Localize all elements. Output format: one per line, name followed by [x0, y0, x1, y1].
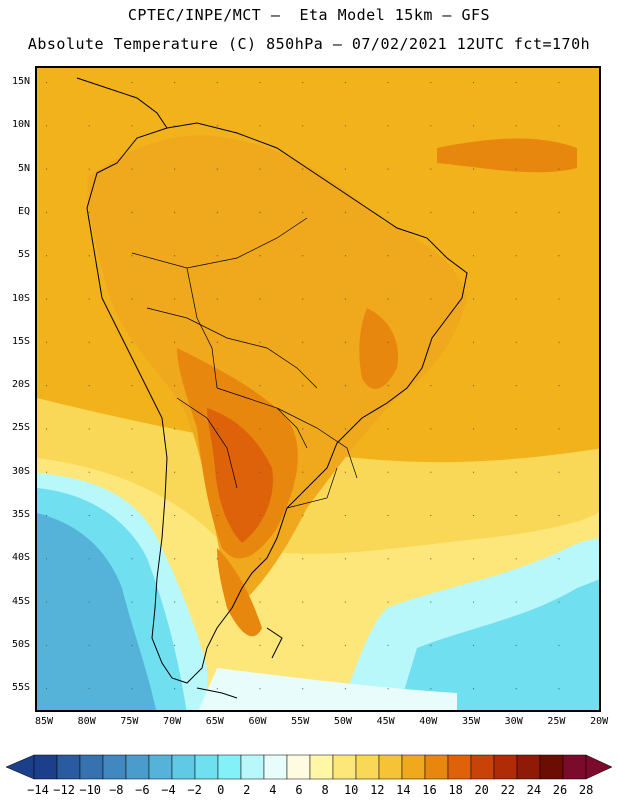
- colorbar-swatch: [401, 754, 426, 780]
- colorbar-swatch: [516, 754, 541, 780]
- colorbar-tick-label: 22: [500, 783, 516, 797]
- colorbar-tick-label: 26: [552, 783, 568, 797]
- colorbar-tick-label: 24: [526, 783, 542, 797]
- colorbar-swatch: [217, 754, 242, 780]
- colorbar-swatch: [378, 754, 403, 780]
- colorbar-swatch: [539, 754, 564, 780]
- colorbar-tick-label: 16: [422, 783, 437, 797]
- map-panel: [35, 66, 601, 712]
- longitude-tick-label: 60W: [248, 716, 267, 727]
- colorbar-tick-label: 10: [343, 783, 359, 797]
- colorbar-swatch: [56, 754, 81, 780]
- colorbar-swatch: [355, 754, 380, 780]
- latitude-tick-label: 35S: [11, 509, 30, 520]
- colorbar-swatch: [240, 754, 265, 780]
- colorbar-swatch: [79, 754, 104, 780]
- colorbar-low-arrow: [5, 754, 35, 780]
- colorbar-swatch: [125, 754, 150, 780]
- longitude-tick-label: 45W: [376, 716, 395, 727]
- latitude-tick-label: 15S: [11, 335, 30, 347]
- colorbar-tick-label: 2: [243, 783, 251, 797]
- colorbar-swatch: [194, 754, 219, 780]
- latitude-tick-label: EQ: [17, 205, 30, 217]
- temperature-field-map: [37, 68, 599, 710]
- colorbar-tick-label: 8: [321, 783, 329, 797]
- colorbar-tick-label: 18: [448, 783, 463, 797]
- map-subtitle: Absolute Temperature (C) 850hPa – 07/02/…: [27, 35, 591, 53]
- colorbar-tick-label: −4: [161, 783, 176, 797]
- latitude-tick-label: 30S: [11, 465, 30, 477]
- longitude-tick-label: 30W: [504, 716, 523, 727]
- longitude-tick-label: 85W: [34, 716, 54, 727]
- colorbar-tick-label: 20: [474, 783, 489, 797]
- colorbar-tick-label: 6: [295, 783, 303, 797]
- latitude-tick-label: 5N: [17, 162, 30, 174]
- colorbar-tick-label: 14: [396, 783, 411, 797]
- latitude-tick-label: 15N: [11, 76, 30, 87]
- latitude-tick-label: 40S: [11, 552, 30, 564]
- latitude-tick-label: 25S: [11, 422, 30, 434]
- colorbar-swatch: [562, 754, 587, 780]
- colorbar-tick-label: −8: [109, 783, 124, 797]
- longitude-tick-label: 20W: [590, 716, 609, 727]
- colorbar-tick-label: −12: [53, 783, 75, 797]
- colorbar-tick-label: 12: [370, 783, 385, 797]
- colorbar-tick-label: 0: [217, 783, 225, 797]
- longitude-tick-label: 35W: [461, 716, 481, 727]
- colorbar-swatch: [263, 754, 288, 780]
- colorbar-high-arrow: [585, 754, 613, 780]
- colorbar-tick-label: 4: [269, 783, 277, 797]
- colorbar-swatch: [33, 754, 58, 780]
- longitude-tick-label: 50W: [333, 716, 352, 727]
- colorbar-swatch: [447, 754, 472, 780]
- latitude-tick-label: 5S: [17, 249, 30, 261]
- longitude-tick-label: 40W: [419, 716, 438, 727]
- longitude-tick-label: 75W: [120, 716, 139, 727]
- latitude-tick-label: 45S: [11, 595, 30, 607]
- longitude-tick-label: 70W: [163, 716, 182, 727]
- color-scale-bar: [5, 754, 613, 780]
- colorbar-swatch: [424, 754, 449, 780]
- latitude-tick-label: 50S: [11, 638, 30, 650]
- colorbar-tick-label: −6: [135, 783, 150, 797]
- latitude-tick-label: 10S: [11, 292, 30, 304]
- colorbar-swatch: [102, 754, 127, 780]
- colorbar-swatch: [470, 754, 495, 780]
- colorbar-swatch: [286, 754, 311, 780]
- colorbar-tick-label: −2: [187, 783, 202, 797]
- latitude-tick-label: 55S: [11, 682, 30, 694]
- colorbar-swatch: [148, 754, 173, 780]
- colorbar-swatch: [171, 754, 196, 780]
- colorbar-tick-label: −14: [27, 783, 49, 797]
- longitude-tick-label: 80W: [77, 716, 96, 727]
- map-title: CPTEC/INPE/MCT – Eta Model 15km – GFS: [127, 6, 491, 24]
- colorbar-tick-label: −10: [79, 783, 102, 797]
- longitude-tick-label: 55W: [291, 716, 310, 727]
- colorbar-tick-label: 28: [578, 783, 594, 797]
- latitude-tick-label: 10N: [11, 119, 30, 131]
- colorbar-swatch: [332, 754, 357, 780]
- longitude-tick-label: 25W: [547, 716, 566, 727]
- latitude-tick-label: 20S: [11, 379, 30, 391]
- longitude-tick-label: 65W: [205, 716, 224, 727]
- colorbar-swatch: [309, 754, 334, 780]
- colorbar-swatch: [493, 754, 518, 780]
